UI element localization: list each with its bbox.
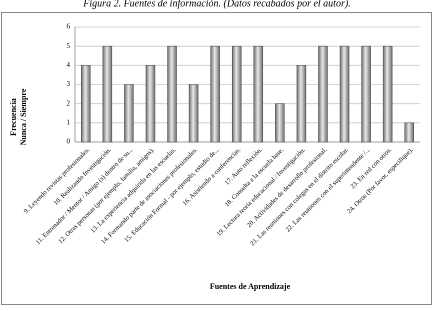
bar	[124, 84, 134, 143]
y-tick-label: 6	[67, 23, 71, 31]
bar	[404, 122, 414, 143]
bar	[81, 65, 91, 143]
y-tick-label: 1	[67, 118, 71, 126]
bar	[253, 45, 264, 143]
bar	[361, 45, 371, 143]
x-axis-label: Fuentes de Aprendizaje	[210, 282, 291, 291]
chart-title: Figura 2. Fuentes de información. (Datos…	[82, 0, 350, 9]
y-tick-label: 3	[67, 80, 71, 88]
bar	[382, 45, 393, 143]
bar	[231, 45, 242, 143]
y-tick-label: 4	[67, 61, 71, 69]
x-tick-label: 17. Auto reflexión.	[224, 146, 264, 186]
y-tick-label: 5	[67, 42, 71, 50]
y-tick-label: 2	[67, 99, 71, 107]
bar	[318, 45, 328, 143]
bar	[145, 65, 156, 143]
y-axis-label: Frecuencia	[9, 98, 18, 136]
bar	[167, 45, 177, 143]
bar	[188, 84, 199, 143]
x-tick-label: 20. Actividades de desarrollo profesiona…	[246, 146, 329, 229]
y-tick-label: 0	[67, 138, 71, 146]
figure-frame	[1, 12, 432, 305]
bar	[339, 45, 350, 143]
y-axis-label: Nunca / Siempre	[19, 88, 28, 145]
bar	[296, 65, 307, 143]
x-tick-label: 11. Entrenador / Mentor / Amigo (s) dent…	[35, 146, 135, 246]
bar	[275, 103, 285, 143]
bar	[210, 45, 220, 143]
bar	[102, 45, 113, 143]
